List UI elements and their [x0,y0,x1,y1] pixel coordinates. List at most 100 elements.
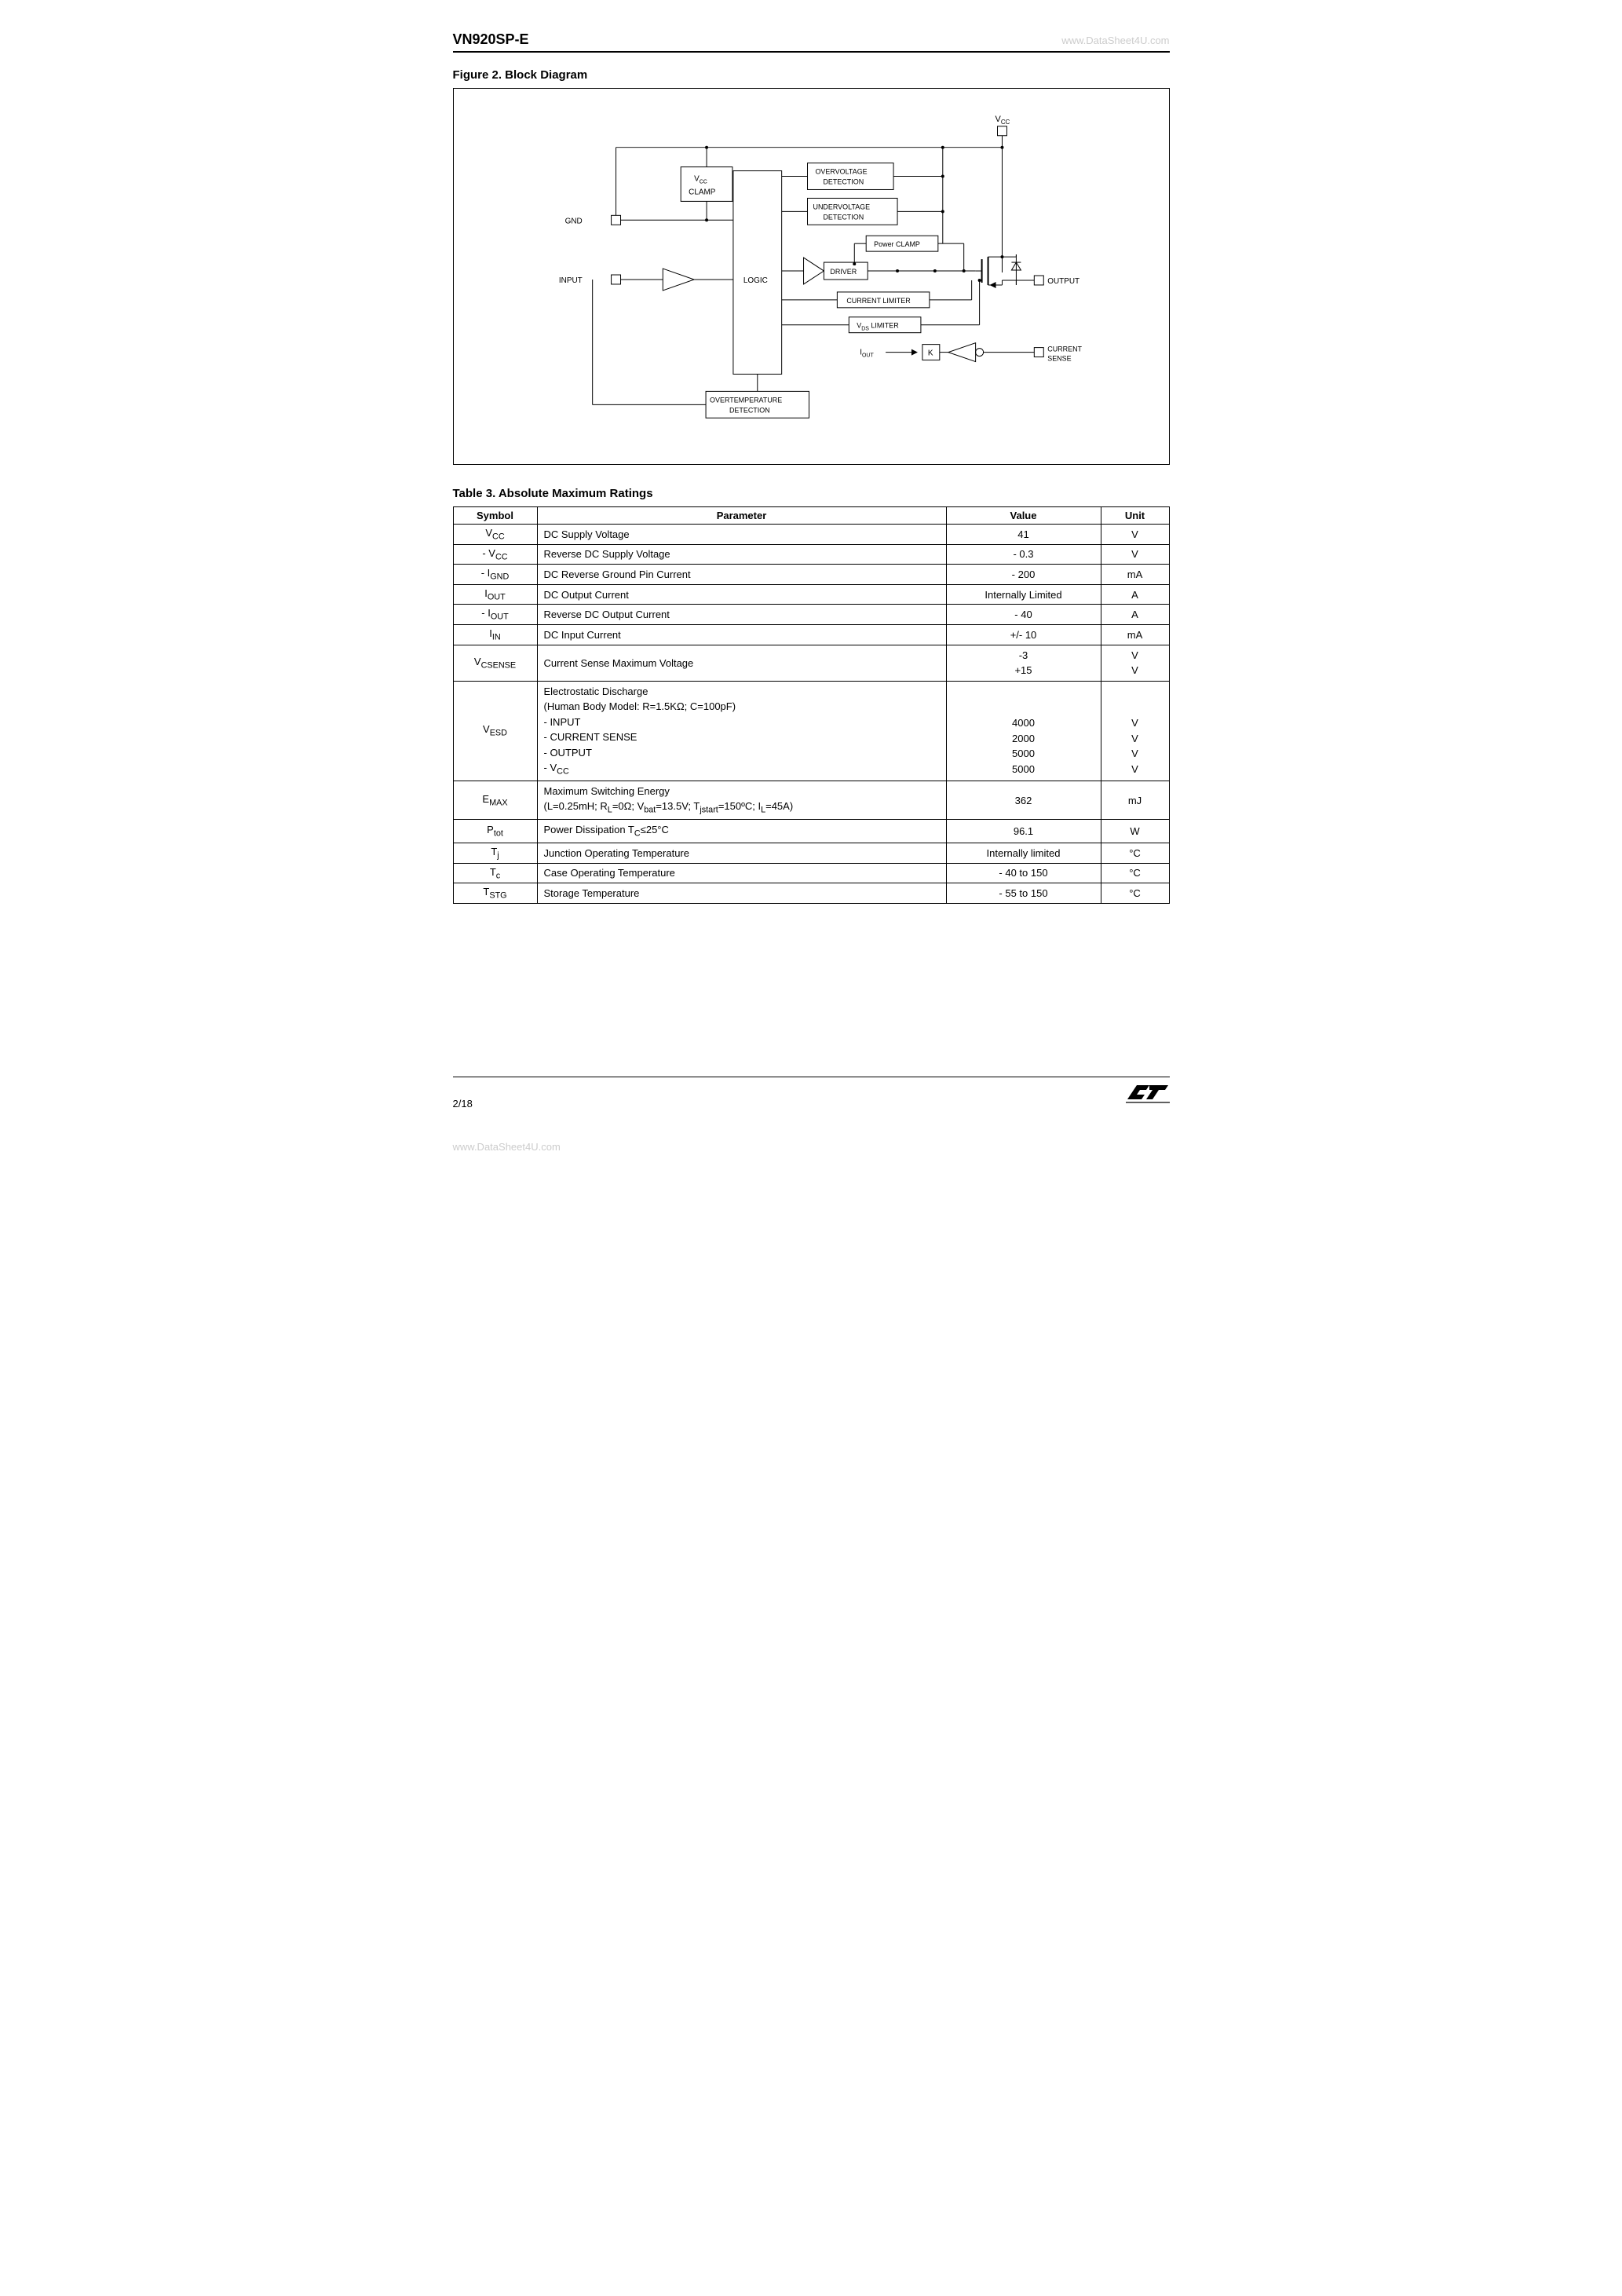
cell-value: -3+15 [946,645,1101,681]
cell-value: 96.1 [946,820,1101,843]
current-limiter-label: CURRENT LIMITER [846,297,911,305]
overtemp-label1: OVERTEMPERATURE [710,396,782,404]
figure-caption: Figure 2. Block Diagram [453,68,1170,82]
cell-unit: V [1101,525,1169,545]
cell-value: 362 [946,781,1101,819]
table-row: VCCDC Supply Voltage41V [453,525,1169,545]
vcc-label: VCC [995,115,1010,126]
table-row: TcCase Operating Temperature- 40 to 150°… [453,863,1169,883]
cell-unit: A [1101,584,1169,605]
cell-value: +/- 10 [946,624,1101,645]
cell-symbol: Ptot [453,820,537,843]
cell-unit: °C [1101,843,1169,864]
th-symbol: Symbol [453,507,537,525]
cell-unit: A [1101,605,1169,625]
logic-label: LOGIC [743,276,767,285]
cell-value: - 200 [946,565,1101,585]
undervoltage-label1: UNDERVOLTAGE [813,203,870,210]
table-row: - IGNDDC Reverse Ground Pin Current- 200… [453,565,1169,585]
cell-value: 4000200050005000 [946,681,1101,781]
undervoltage-label2: DETECTION [823,213,864,221]
cell-param: DC Reverse Ground Pin Current [537,565,946,585]
cell-symbol: - IOUT [453,605,537,625]
cell-symbol: Tj [453,843,537,864]
cell-unit: mJ [1101,781,1169,819]
table-row: PtotPower Dissipation TC≤25°C96.1W [453,820,1169,843]
cell-unit: VV [1101,645,1169,681]
table-row: - VCCReverse DC Supply Voltage- 0.3V [453,544,1169,565]
cell-value: Internally Limited [946,584,1101,605]
cell-param: Reverse DC Supply Voltage [537,544,946,565]
cell-symbol: - IGND [453,565,537,585]
watermark-bottom: www.DataSheet4U.com [453,1141,1170,1153]
cell-param: Reverse DC Output Current [537,605,946,625]
vcc-clamp-label2: CLAMP [689,188,716,196]
ratings-table: Symbol Parameter Value Unit VCCDC Supply… [453,506,1170,904]
driver-label: DRIVER [830,268,857,276]
cell-unit: VVVV [1101,681,1169,781]
table-row: EMAXMaximum Switching Energy(L=0.25mH; R… [453,781,1169,819]
cell-unit: °C [1101,863,1169,883]
cell-param: DC Supply Voltage [537,525,946,545]
table-row: - IOUTReverse DC Output Current- 40A [453,605,1169,625]
current-sense-label2: SENSE [1047,355,1071,363]
cell-symbol: - VCC [453,544,537,565]
cell-unit: mA [1101,565,1169,585]
cell-param: Maximum Switching Energy(L=0.25mH; RL=0Ω… [537,781,946,819]
ratings-tbody: VCCDC Supply Voltage41V- VCCReverse DC S… [453,525,1169,904]
overtemp-label2: DETECTION [729,406,769,414]
cell-param: Power Dissipation TC≤25°C [537,820,946,843]
cell-unit: °C [1101,883,1169,904]
cell-unit: W [1101,820,1169,843]
cell-value: - 40 [946,605,1101,625]
cell-value: - 55 to 150 [946,883,1101,904]
output-label: OUTPUT [1047,277,1080,286]
cell-unit: mA [1101,624,1169,645]
cell-value: 41 [946,525,1101,545]
table-row: IOUTDC Output CurrentInternally LimitedA [453,584,1169,605]
power-clamp-label: Power CLAMP [874,240,920,248]
cell-value: - 40 to 150 [946,863,1101,883]
iout-label: IOUT [860,349,874,359]
cell-value: - 0.3 [946,544,1101,565]
header-title: VN920SP-E [453,31,529,47]
cell-symbol: IIN [453,624,537,645]
cell-param: Case Operating Temperature [537,863,946,883]
watermark-top: www.DataSheet4U.com [1061,35,1169,46]
cell-param: Storage Temperature [537,883,946,904]
gnd-label: GND [564,217,582,225]
cell-unit: V [1101,544,1169,565]
cell-symbol: TSTG [453,883,537,904]
cell-symbol: VESD [453,681,537,781]
table-row: TjJunction Operating TemperatureInternal… [453,843,1169,864]
vcc-clamp-label: VCC [694,175,707,185]
k-label: K [927,349,933,358]
table-caption: Table 3. Absolute Maximum Ratings [453,487,1170,500]
cell-param: Junction Operating Temperature [537,843,946,864]
cell-param: DC Input Current [537,624,946,645]
cell-symbol: EMAX [453,781,537,819]
table-row: TSTGStorage Temperature- 55 to 150°C [453,883,1169,904]
th-unit: Unit [1101,507,1169,525]
cell-symbol: IOUT [453,584,537,605]
page-footer: 2/18 [453,1077,1170,1110]
table-row: IINDC Input Current+/- 10mA [453,624,1169,645]
table-row: VCSENSECurrent Sense Maximum Voltage-3+1… [453,645,1169,681]
cell-value: Internally limited [946,843,1101,864]
overvoltage-label2: DETECTION [823,177,864,185]
cell-param: Current Sense Maximum Voltage [537,645,946,681]
cell-symbol: VCSENSE [453,645,537,681]
th-param: Parameter [537,507,946,525]
st-logo [1126,1082,1170,1110]
page-number: 2/18 [453,1098,473,1110]
table-row: VESDElectrostatic Discharge(Human Body M… [453,681,1169,781]
cell-param: Electrostatic Discharge(Human Body Model… [537,681,946,781]
th-value: Value [946,507,1101,525]
cell-param: DC Output Current [537,584,946,605]
block-diagram: VCC VCC CLAMP OVERVOLTAGE DETECTION [453,88,1170,465]
current-sense-label1: CURRENT [1047,345,1082,353]
input-label: INPUT [558,276,582,285]
cell-symbol: VCC [453,525,537,545]
cell-symbol: Tc [453,863,537,883]
overvoltage-label1: OVERVOLTAGE [815,168,867,176]
